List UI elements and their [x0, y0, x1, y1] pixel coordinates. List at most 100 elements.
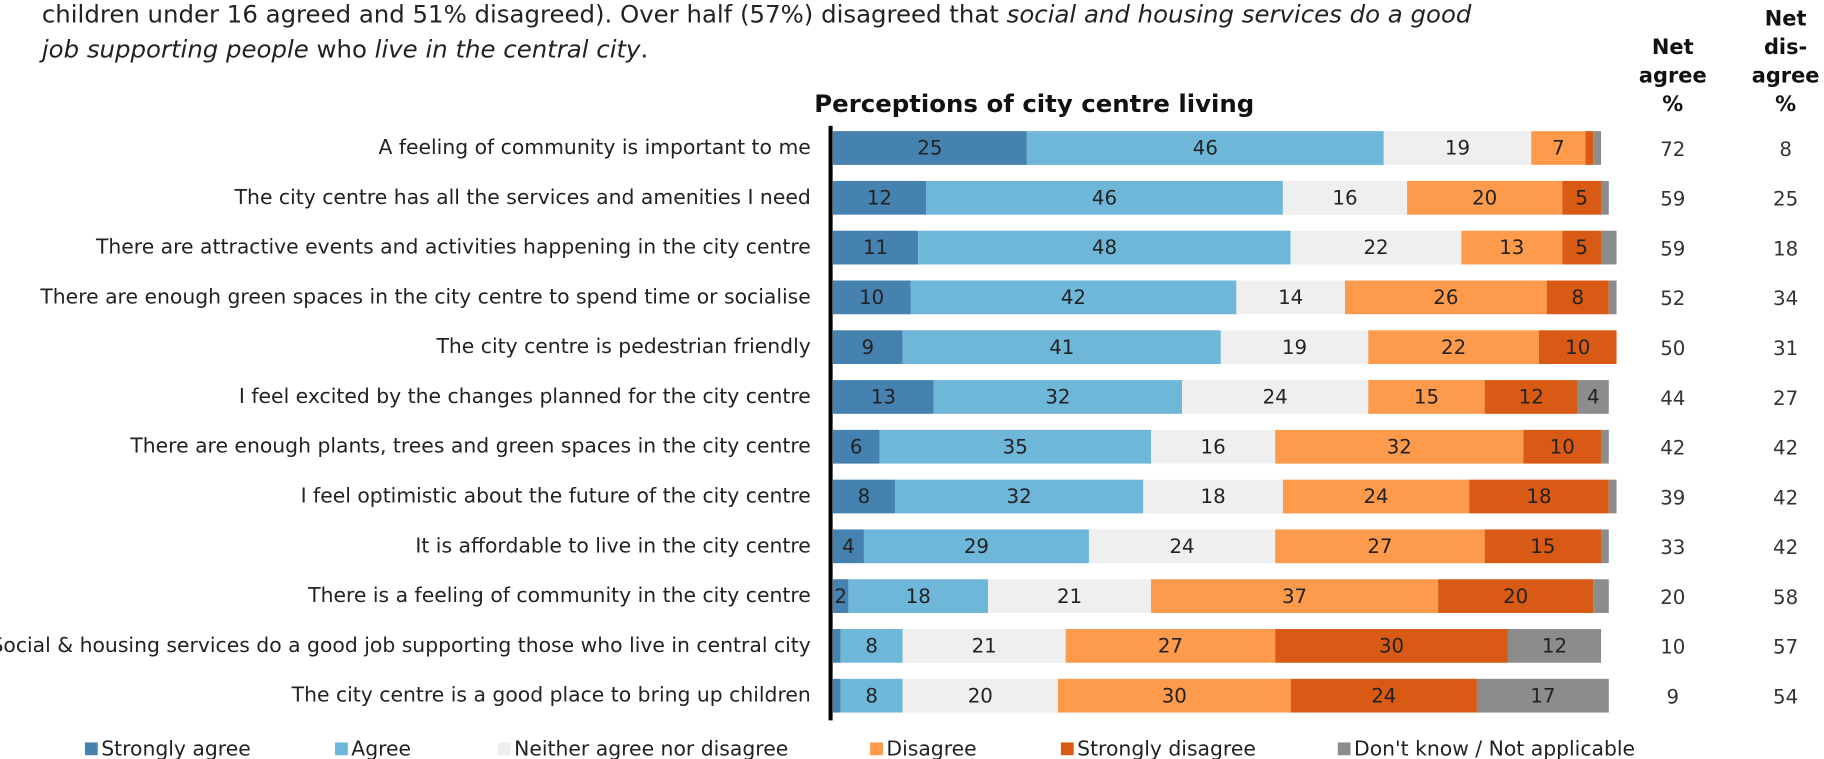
value-label: 37: [1282, 585, 1307, 608]
bar-segment: [1151, 429, 1276, 464]
legend-swatch: [1337, 742, 1351, 756]
value-label: 15: [1414, 386, 1439, 409]
value-label: 22: [1441, 336, 1466, 359]
bar-segment: [832, 131, 1027, 165]
net-value: 27: [1773, 387, 1798, 410]
bar-segment: [1608, 479, 1617, 514]
bar-segment: [1585, 131, 1594, 165]
value-label: 2: [834, 585, 847, 608]
bar-segment: [863, 529, 1089, 564]
value-label: 18: [1526, 485, 1551, 508]
net-value: 10: [1660, 636, 1685, 659]
intro-text: who: [309, 34, 375, 63]
bar-segment: [1593, 579, 1609, 613]
legend-swatch: [870, 742, 883, 756]
bar-segment: [832, 380, 934, 414]
bar-segment: [832, 330, 903, 365]
category-label: It is affordable to live in the city cen…: [415, 533, 810, 557]
value-label: 24: [1263, 386, 1288, 409]
value-label: 9: [862, 336, 875, 359]
legend-label: Don't know / Not applicable: [1354, 736, 1635, 759]
value-label: 48: [1092, 236, 1117, 259]
intro-text: children under 16 agreed and 51% disagre…: [42, 0, 1007, 28]
value-label: 4: [842, 535, 855, 558]
bar-segment: [1026, 131, 1384, 165]
bar-segment: [988, 579, 1152, 613]
bar-segment: [1601, 180, 1609, 215]
legend-swatch: [497, 742, 511, 756]
value-label: 4: [1587, 386, 1600, 409]
bar-segment: [1469, 479, 1609, 514]
legend-swatch: [1060, 742, 1074, 756]
value-label: 20: [1472, 186, 1497, 209]
value-label: 8: [865, 635, 878, 658]
net-value: 33: [1660, 536, 1685, 559]
value-label: 25: [917, 137, 942, 160]
bar-segment: [1057, 678, 1291, 713]
value-label: 22: [1363, 236, 1388, 259]
value-label: 46: [1193, 137, 1218, 160]
bar-segment: [1438, 579, 1594, 613]
value-label: 24: [1169, 535, 1194, 558]
bar-segment: [1368, 330, 1539, 365]
net-value: 31: [1773, 337, 1798, 360]
bar-segment: [1484, 529, 1602, 564]
net-value: 42: [1773, 486, 1798, 509]
bar-segment: [1523, 429, 1602, 464]
value-label: 21: [972, 635, 997, 658]
value-label: 10: [859, 286, 884, 309]
value-label: 18: [1201, 485, 1226, 508]
bar-segment: [902, 330, 1221, 365]
bar-segment: [1562, 230, 1602, 265]
net-value: 39: [1660, 486, 1685, 509]
net-value: 18: [1773, 237, 1798, 260]
bar-segment: [832, 678, 841, 713]
column-header: Net: [1765, 6, 1807, 30]
bar-segment: [894, 479, 1144, 514]
value-label: 8: [858, 485, 871, 508]
net-value: 20: [1660, 586, 1685, 609]
bar-segment: [1546, 280, 1609, 315]
bar-segment: [1182, 380, 1369, 414]
value-label: 10: [1550, 435, 1575, 458]
bar-segment: [832, 230, 919, 265]
column-header: agree: [1752, 63, 1820, 87]
value-label: 12: [1519, 386, 1544, 409]
bar-segment: [1282, 180, 1408, 215]
intro-text: social and housing services do a good: [1007, 0, 1472, 28]
bar-segment: [1275, 529, 1485, 564]
bar-segment: [1484, 380, 1578, 414]
bar-segment: [902, 629, 1066, 663]
value-label: 12: [1542, 635, 1567, 658]
value-label: 26: [1433, 286, 1458, 309]
legend-label: Strongly disagree: [1077, 736, 1256, 759]
value-label: 30: [1379, 635, 1404, 658]
value-label: 7: [1552, 137, 1565, 160]
column-header: %: [1775, 92, 1796, 116]
intro-text: .: [640, 34, 648, 63]
bar-segment: [933, 380, 1183, 414]
bar-segment: [832, 429, 880, 464]
category-label: There is a feeling of community in the c…: [307, 583, 811, 607]
net-value: 42: [1773, 536, 1798, 559]
column-header: dis-: [1764, 35, 1807, 59]
bar-segment: [1601, 230, 1617, 265]
value-label: 13: [1499, 236, 1524, 259]
legend-swatch: [84, 742, 98, 756]
value-label: 27: [1367, 535, 1392, 558]
legend-label: Agree: [351, 736, 411, 759]
value-label: 16: [1201, 435, 1226, 458]
bar-segment: [1275, 429, 1524, 464]
bar-segment: [1407, 180, 1563, 215]
bar-segment: [1461, 230, 1563, 265]
net-value: 42: [1660, 437, 1685, 460]
category-label: The city centre has all the services and…: [234, 185, 811, 209]
bar-segment: [1220, 330, 1369, 365]
value-label: 8: [1571, 286, 1584, 309]
legend-label: Neither agree nor disagree: [514, 736, 788, 759]
value-label: 32: [1007, 485, 1032, 508]
value-label: 42: [1061, 286, 1086, 309]
value-label: 24: [1371, 684, 1396, 707]
chart-title: Perceptions of city centre living: [814, 89, 1254, 118]
bar-segment: [832, 579, 849, 613]
